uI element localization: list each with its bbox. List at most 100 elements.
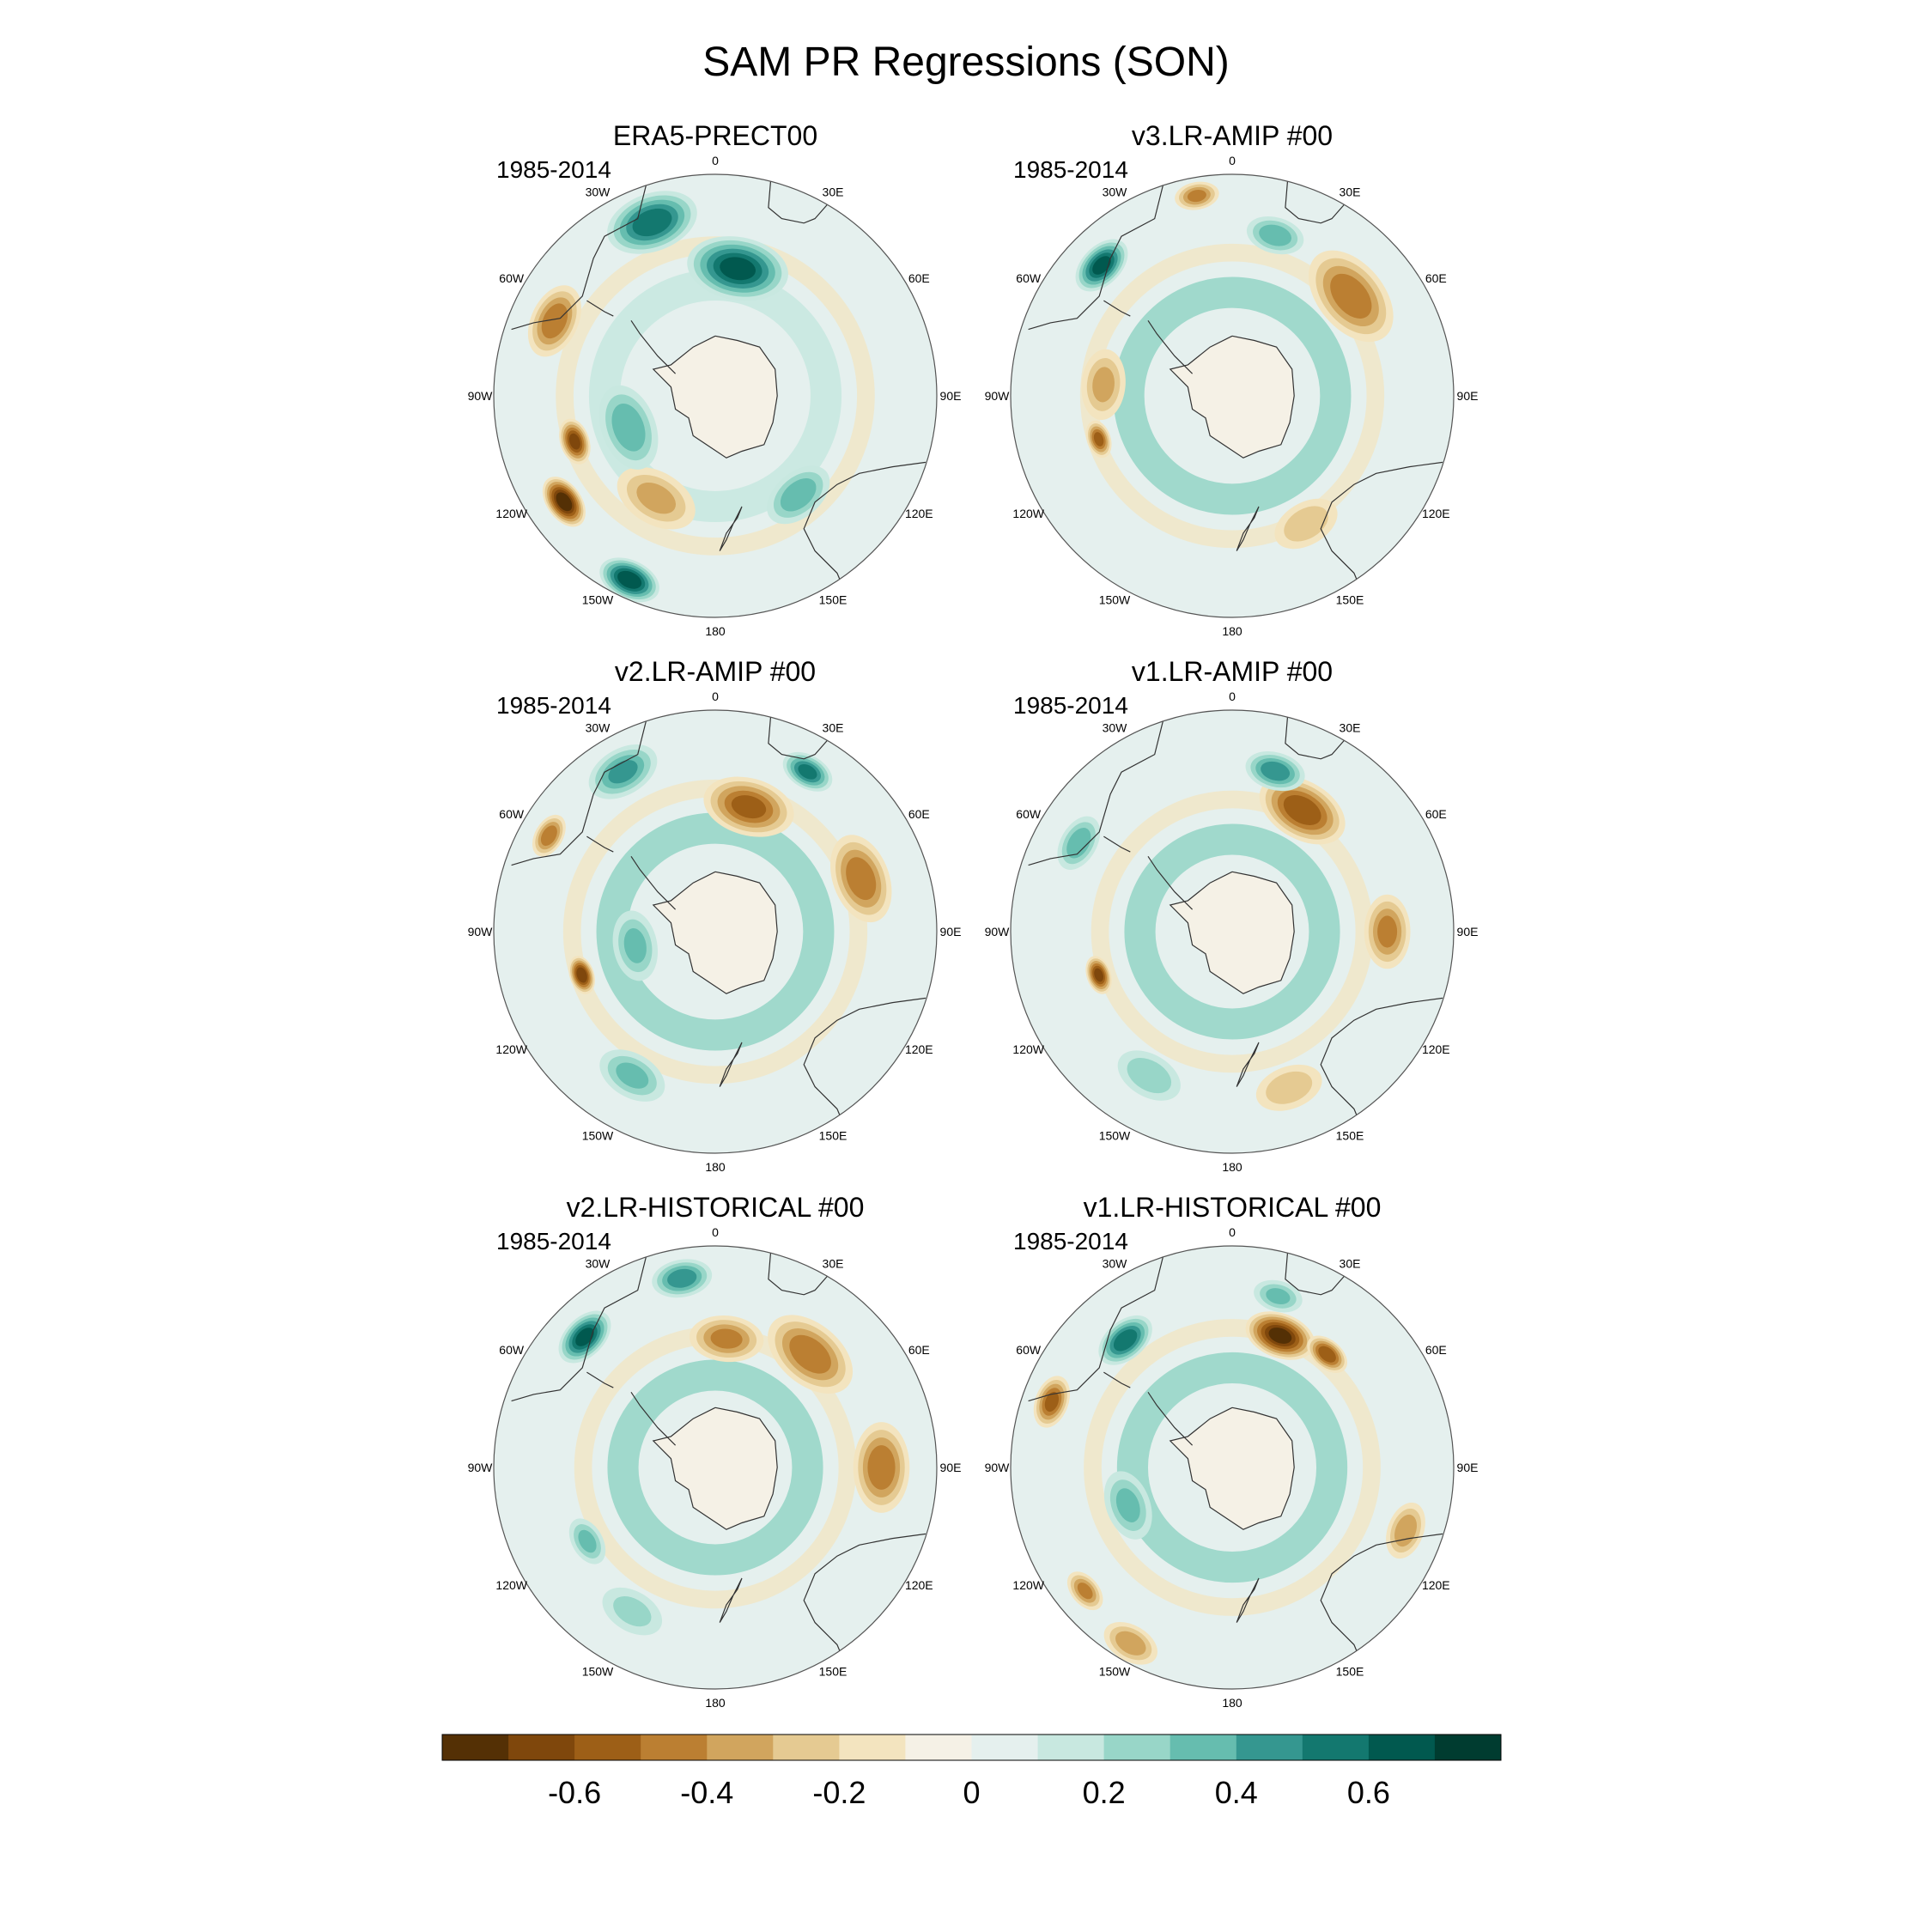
colorbar-tick-label: 0.2 [1083, 1775, 1126, 1810]
lon-label: 150E [1336, 1664, 1364, 1678]
coastline-south-america-tip [586, 835, 614, 853]
coastline-africa [1285, 1252, 1348, 1296]
colorbar-swatch [1037, 1735, 1105, 1760]
lon-label: 90W [985, 1461, 1011, 1474]
lon-label: 30W [1103, 185, 1128, 199]
coastline-australia [803, 997, 927, 1136]
lon-label: 90E [1457, 1461, 1479, 1474]
lon-label: 60E [908, 807, 930, 821]
coastline-south-america [511, 1246, 650, 1402]
ring-band [1116, 1352, 1348, 1583]
lon-label: 150W [1099, 592, 1131, 606]
ring-band [596, 812, 835, 1051]
contour-3-6 [576, 967, 587, 983]
contour-6-3 [1259, 224, 1291, 246]
contour-1-4 [846, 857, 877, 901]
panel-title: v1.LR-AMIP #00 [1132, 656, 1333, 687]
coastline-south-america [1028, 710, 1167, 866]
lon-label: 90W [468, 925, 494, 939]
contour-5-4 [667, 1268, 697, 1288]
coastline-antarctica [652, 335, 778, 459]
contour-2-5 [731, 795, 767, 819]
lon-label: 0 [1229, 1225, 1236, 1239]
contour-1-7 [1268, 1327, 1292, 1344]
panel-title: v1.LR-HISTORICAL #00 [1084, 1192, 1382, 1223]
lon-label: 60E [1425, 807, 1447, 821]
colorbar-swatch [641, 1735, 708, 1760]
field [1011, 174, 1454, 617]
lon-label: 120E [905, 1042, 933, 1056]
contour-2-4 [1330, 273, 1372, 319]
contour-1-4 [1377, 915, 1398, 948]
lon-label: 60W [1016, 271, 1042, 285]
lon-label: 90E [940, 925, 962, 939]
lon-label: 60W [499, 1343, 525, 1357]
colorbar-swatch [574, 1735, 641, 1760]
lon-label: 120W [1012, 507, 1044, 520]
contour-3-5 [1044, 1391, 1060, 1413]
lon-label: 120E [1422, 1578, 1450, 1592]
panel-5: 0 30E 60E 90E 120E 150E 180 150W 120W 90W 60W 30W v2… [468, 1192, 962, 1710]
coastline-australia [803, 461, 927, 600]
lon-label: 150W [582, 1664, 614, 1678]
panel-4: 0 30E 60E 90E 120E 150E 180 150W 120W 90W 60W 30W v1… [985, 656, 1479, 1174]
contour-2-5 [1318, 1346, 1336, 1363]
colorbar-swatch [508, 1735, 575, 1760]
contour-7-3 [1115, 1631, 1146, 1656]
map-border [1010, 1245, 1455, 1690]
lon-label: 180 [1222, 624, 1242, 638]
contour-4-5 [1113, 1329, 1138, 1352]
colorbar-border [441, 1734, 1502, 1761]
lon-label: 180 [1222, 1160, 1242, 1174]
contour-5-5 [632, 208, 672, 237]
lon-label: 30W [1103, 1257, 1128, 1271]
lon-label: 120E [1422, 1042, 1450, 1056]
contour-2-4 [789, 1334, 831, 1374]
colorbar-swatch [707, 1735, 774, 1760]
coastline-new-zealand [1236, 506, 1260, 551]
lon-label: 150E [1336, 592, 1364, 606]
colorbar: -0.6 -0.4 -0.2 0 0.2 0.4 0.6 [441, 1734, 1502, 1810]
lon-label: 150E [819, 1128, 848, 1142]
map-border [493, 709, 938, 1154]
panel-title: ERA5-PRECT00 [613, 120, 817, 151]
lon-label: 90W [985, 925, 1011, 939]
lon-label: 30E [1340, 185, 1361, 199]
ring-band [1124, 823, 1340, 1040]
panel-period: 1985-2014 [1013, 156, 1128, 183]
contour-7-2 [613, 1595, 652, 1627]
contour-9-3 [1115, 1488, 1140, 1522]
lon-label: 30W [1103, 721, 1128, 735]
colorbar-swatch [1103, 1735, 1171, 1760]
coastline-south-america-tip [586, 1371, 614, 1388]
map-border [493, 173, 938, 618]
lon-label: 30E [1340, 721, 1361, 735]
lon-label: 30E [823, 721, 844, 735]
ring-band-outer [1084, 1319, 1381, 1616]
coastline-south-america [1028, 174, 1167, 331]
field [1011, 1246, 1454, 1689]
field [494, 174, 937, 617]
coastline-africa [1285, 716, 1348, 760]
coastline-peninsula [630, 319, 677, 374]
coastline-south-america-tip [1103, 835, 1131, 853]
lon-label: 30E [823, 185, 844, 199]
contour-4-4 [1261, 761, 1291, 781]
lon-label: 60W [499, 807, 525, 821]
coastline-south-america-tip [1103, 1371, 1131, 1388]
contour-6-4 [540, 825, 557, 847]
contour-7-3 [616, 1062, 649, 1089]
map-border [493, 1245, 938, 1690]
coastline-south-america-tip [1103, 300, 1131, 317]
contour-7-3 [780, 478, 817, 512]
contour-1-4 [867, 1445, 896, 1490]
coastline-antarctica [652, 1406, 778, 1530]
lon-label: 180 [1222, 1696, 1242, 1710]
lon-label: 120E [905, 1578, 933, 1592]
colorbar-tick-label: -0.2 [812, 1775, 866, 1810]
coastline-australia [803, 1533, 927, 1672]
panel-2: 0 30E 60E 90E 120E 150E 180 150W 120W 90W 60W 30W v3… [985, 120, 1479, 638]
coastline-antarctica [1169, 1406, 1295, 1530]
lon-label: 60E [1425, 1343, 1447, 1357]
panel-period: 1985-2014 [1013, 1228, 1128, 1255]
